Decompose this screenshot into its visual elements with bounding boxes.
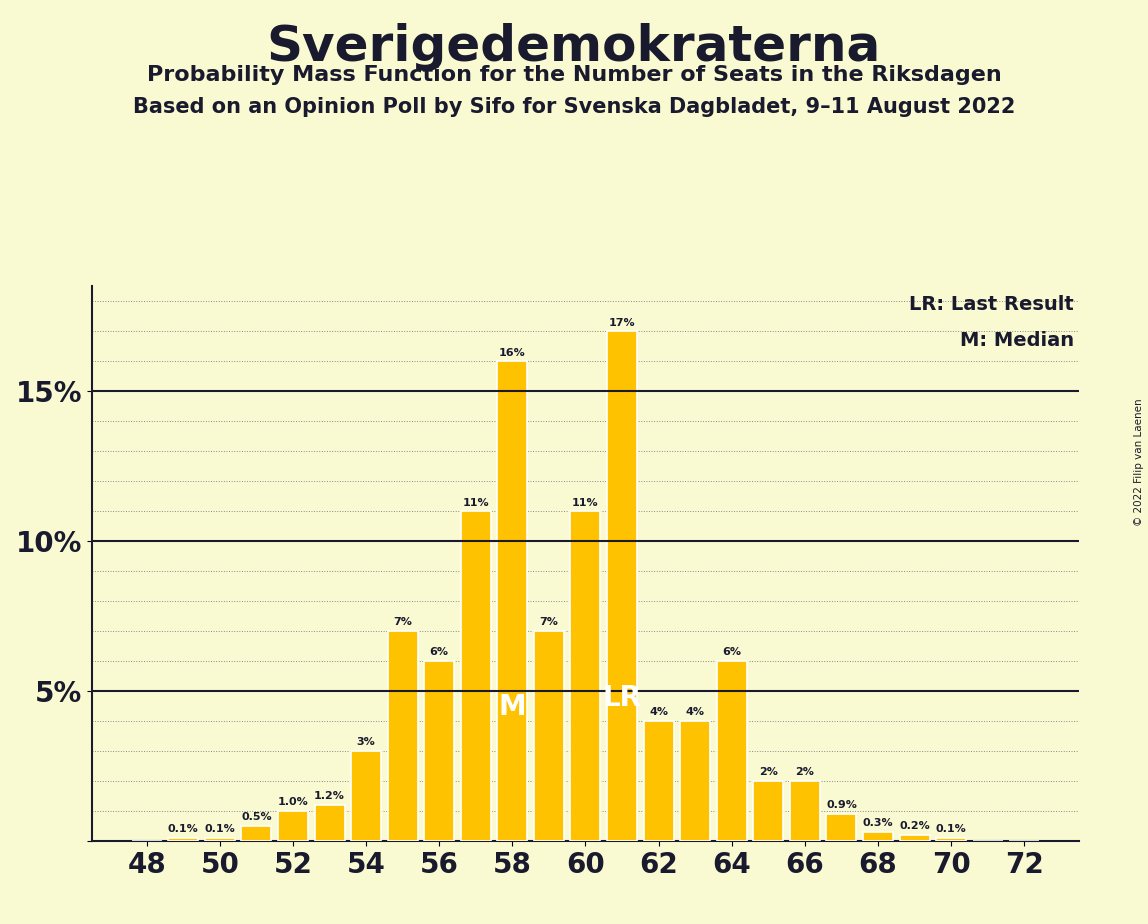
- Bar: [204, 838, 235, 841]
- Text: 7%: 7%: [540, 617, 558, 627]
- Text: 0.9%: 0.9%: [827, 800, 856, 810]
- Text: 2%: 2%: [796, 767, 814, 777]
- Text: 7%: 7%: [394, 617, 412, 627]
- Text: © 2022 Filip van Laenen: © 2022 Filip van Laenen: [1134, 398, 1143, 526]
- Bar: [827, 814, 856, 841]
- Text: LR: Last Result: LR: Last Result: [909, 295, 1075, 314]
- Bar: [241, 826, 271, 841]
- Text: 17%: 17%: [608, 318, 635, 328]
- Text: 4%: 4%: [649, 708, 668, 717]
- Text: 3%: 3%: [357, 737, 375, 748]
- Bar: [863, 832, 893, 841]
- Bar: [607, 332, 637, 841]
- Text: 2%: 2%: [759, 767, 777, 777]
- Bar: [680, 721, 711, 841]
- Text: 11%: 11%: [572, 498, 599, 507]
- Bar: [644, 721, 674, 841]
- Text: 1.2%: 1.2%: [315, 791, 344, 801]
- Text: M: M: [498, 693, 526, 721]
- Text: 0.3%: 0.3%: [862, 819, 893, 828]
- Text: Probability Mass Function for the Number of Seats in the Riksdagen: Probability Mass Function for the Number…: [147, 65, 1001, 85]
- Bar: [900, 835, 930, 841]
- Bar: [169, 838, 199, 841]
- Text: 0.2%: 0.2%: [899, 821, 930, 832]
- Bar: [571, 511, 600, 841]
- Bar: [936, 838, 967, 841]
- Bar: [790, 781, 820, 841]
- Bar: [497, 361, 527, 841]
- Text: 6%: 6%: [429, 648, 449, 658]
- Text: LR: LR: [603, 684, 642, 712]
- Text: Based on an Opinion Poll by Sifo for Svenska Dagbladet, 9–11 August 2022: Based on an Opinion Poll by Sifo for Sve…: [133, 97, 1015, 117]
- Bar: [315, 805, 344, 841]
- Bar: [388, 631, 418, 841]
- Bar: [351, 751, 381, 841]
- Text: 11%: 11%: [463, 498, 489, 507]
- Text: 0.1%: 0.1%: [936, 824, 967, 834]
- Bar: [278, 811, 308, 841]
- Bar: [460, 511, 491, 841]
- Text: M: Median: M: Median: [960, 331, 1075, 350]
- Text: Sverigedemokraterna: Sverigedemokraterna: [266, 23, 882, 71]
- Text: 0.1%: 0.1%: [204, 824, 235, 834]
- Bar: [716, 661, 746, 841]
- Bar: [425, 661, 455, 841]
- Bar: [534, 631, 564, 841]
- Text: 1.0%: 1.0%: [278, 797, 309, 808]
- Text: 16%: 16%: [499, 347, 526, 358]
- Text: 6%: 6%: [722, 648, 742, 658]
- Text: 4%: 4%: [685, 708, 705, 717]
- Text: 0.5%: 0.5%: [241, 812, 272, 822]
- Text: 0.1%: 0.1%: [168, 824, 199, 834]
- Bar: [753, 781, 783, 841]
